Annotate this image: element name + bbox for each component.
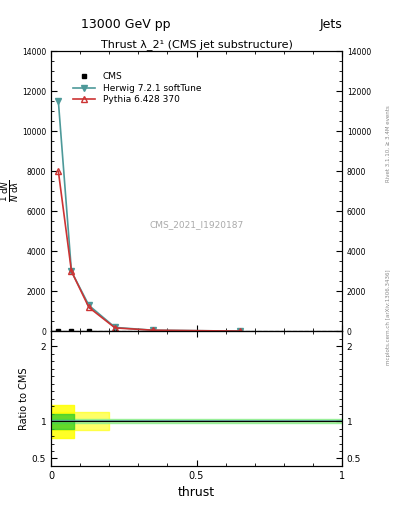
Text: mcplots.cern.ch [arXiv:1306.3436]: mcplots.cern.ch [arXiv:1306.3436] xyxy=(386,270,391,365)
Pythia 6.428 370 xyxy=(238,328,242,334)
Y-axis label: $\frac{1}{N}\frac{\mathrm{d}N}{\mathrm{d}\lambda}$: $\frac{1}{N}\frac{\mathrm{d}N}{\mathrm{d… xyxy=(0,180,20,202)
Herwig 7.2.1 softTune xyxy=(113,324,118,330)
CMS xyxy=(238,328,242,334)
Herwig 7.2.1 softTune xyxy=(238,328,242,334)
Line: Herwig 7.2.1 softTune: Herwig 7.2.1 softTune xyxy=(55,98,244,334)
Y-axis label: Ratio to CMS: Ratio to CMS xyxy=(19,368,29,430)
CMS xyxy=(56,328,61,334)
X-axis label: thrust: thrust xyxy=(178,486,215,499)
Pythia 6.428 370 xyxy=(69,268,74,274)
Text: 13000 GeV pp: 13000 GeV pp xyxy=(81,18,171,31)
Text: Jets: Jets xyxy=(319,18,342,31)
CMS xyxy=(69,328,74,334)
Line: Pythia 6.428 370: Pythia 6.428 370 xyxy=(55,168,244,334)
Herwig 7.2.1 softTune xyxy=(69,268,74,274)
Text: Rivet 3.1.10, ≥ 3.4M events: Rivet 3.1.10, ≥ 3.4M events xyxy=(386,105,391,182)
Pythia 6.428 370 xyxy=(56,168,61,175)
Pythia 6.428 370 xyxy=(86,304,91,310)
Herwig 7.2.1 softTune xyxy=(56,98,61,104)
Title: Thrust λ_2¹ (CMS jet substructure): Thrust λ_2¹ (CMS jet substructure) xyxy=(101,39,292,50)
Herwig 7.2.1 softTune xyxy=(86,302,91,308)
Line: CMS: CMS xyxy=(56,329,242,333)
Legend: CMS, Herwig 7.2.1 softTune, Pythia 6.428 370: CMS, Herwig 7.2.1 softTune, Pythia 6.428… xyxy=(70,70,204,106)
Pythia 6.428 370 xyxy=(151,327,155,333)
CMS xyxy=(151,328,155,334)
CMS xyxy=(86,328,91,334)
Herwig 7.2.1 softTune xyxy=(151,327,155,333)
Pythia 6.428 370 xyxy=(113,325,118,331)
Text: CMS_2021_I1920187: CMS_2021_I1920187 xyxy=(149,221,244,229)
CMS xyxy=(113,328,118,334)
